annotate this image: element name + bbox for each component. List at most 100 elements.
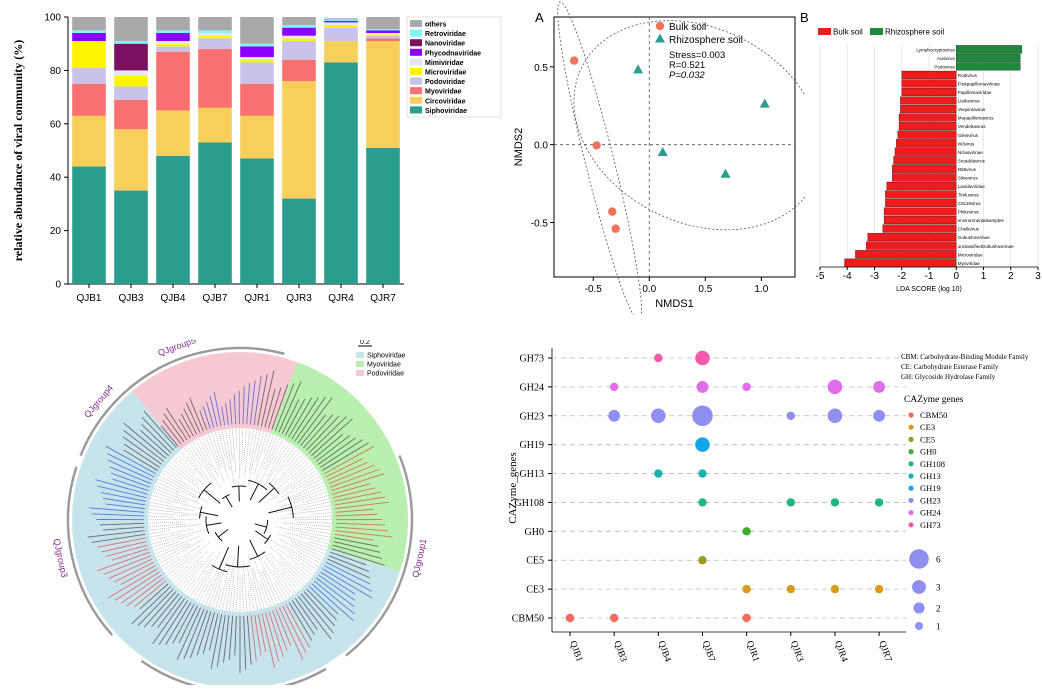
tree-leaf-branch xyxy=(281,570,299,592)
tree-leaf-branch xyxy=(158,539,204,564)
bubble-cbm50-qjb3 xyxy=(609,613,619,623)
bar-segment-microviridae-qjr1 xyxy=(240,59,274,63)
tree-leaf-branch xyxy=(225,429,235,484)
leaf-label-mark xyxy=(107,459,153,481)
bar-segment-retroviridae-qjr7 xyxy=(366,29,400,31)
tree-leaf-branch xyxy=(198,437,219,478)
bar-segment-podoviridae-qjr1 xyxy=(240,62,274,84)
legend-label-cbm50: CBM50 xyxy=(920,410,947,420)
bar-segment-others-qjb3 xyxy=(114,17,148,42)
tree-leaf-branch xyxy=(189,443,213,478)
leaf-label-mark xyxy=(335,508,374,513)
cazyme-bubble-chart: CBM50 CE3 CE5 GH0 GH108 GH13 GH19 GH23 GH24 GH73 Q… xyxy=(507,348,1029,664)
tree-inner-disc xyxy=(148,428,332,612)
leaf-label-mark xyxy=(178,605,198,644)
x-tick-label: -1 xyxy=(925,271,934,282)
legend-swatch-microviridae xyxy=(410,68,422,75)
leaf-label-mark xyxy=(333,487,376,499)
tree-leaf-branch xyxy=(302,495,329,503)
tree-internal-branch xyxy=(203,489,221,504)
bar-segment-siphoviridae-qjb7 xyxy=(198,142,232,284)
leaf-label-mark xyxy=(105,445,157,475)
leaf-label-mark xyxy=(311,583,354,621)
lda-bar-papillomaviridae xyxy=(901,87,957,96)
group-arc-qjgroup2 xyxy=(140,659,327,685)
lda-bar-label: Nclasvirinae xyxy=(958,150,983,155)
tree-leaf-branch xyxy=(198,578,212,603)
tree-leaf-branch xyxy=(148,512,190,517)
tree-leaf-branch xyxy=(259,582,269,608)
leaf-label-mark xyxy=(225,402,229,425)
tree-leaf-branch xyxy=(287,508,332,515)
leaf-label-mark xyxy=(196,611,212,656)
leaf-label-mark xyxy=(165,407,188,441)
bar-segment-myoviridae-qjr1 xyxy=(240,83,274,116)
lda-bar-label: Sreaddavirus xyxy=(958,158,986,163)
legend-label-mimiviridae: Mimiviridae xyxy=(425,60,464,67)
leaf-label-mark xyxy=(291,600,316,636)
x-axis-title: NMDS1 xyxy=(655,298,694,310)
lda-bar-podovirus xyxy=(956,62,1021,71)
leaf-label-mark xyxy=(313,433,344,459)
tree-leaf-branch xyxy=(208,571,222,607)
tree-leaf-branch xyxy=(311,512,332,515)
bar-segment-others-qjr7 xyxy=(366,17,400,30)
legend-label-bulk-soil: Bulk soil xyxy=(833,28,863,37)
leaf-label-mark xyxy=(113,561,155,583)
plot-frame xyxy=(553,16,796,278)
panel-label-a: A xyxy=(535,10,544,25)
y-tick-label: 0.5 xyxy=(534,63,548,74)
tree-leaf-branch xyxy=(235,428,237,449)
bubble-ce3-qjr1 xyxy=(742,584,751,594)
lda-bar-label: Firstpapillomavirinae xyxy=(958,82,1001,87)
bar-segment-phycodnaviridae-qjb1 xyxy=(72,33,106,42)
leaf-label-mark xyxy=(300,414,327,446)
leaf-label-mark xyxy=(143,410,177,449)
bar-segment-podoviridae-qjr3 xyxy=(282,41,316,60)
bubble-gh108-qjr7 xyxy=(874,498,884,507)
tree-leaf-branch xyxy=(228,428,233,460)
bar-segment-podoviridae-qjr7 xyxy=(366,35,400,39)
group-ellipse-bulk-soil xyxy=(557,1,643,315)
lda-bar-lymphocryptovirus xyxy=(956,45,1022,54)
x-tick-label: -3 xyxy=(870,271,879,282)
leaf-label-mark xyxy=(328,464,375,485)
leaf-label-mark xyxy=(334,533,375,541)
tree-leaf-branch xyxy=(201,436,211,455)
bar-segment-mimiviridae-qjr4 xyxy=(324,22,358,26)
leaf-label-mark xyxy=(199,410,208,431)
legend-swatch-nanoviridae xyxy=(410,39,422,47)
lda-bar-label: W3virus xyxy=(958,141,975,146)
abbreviation-note: CBM: Carbohydrate-Binding Module Family xyxy=(901,353,1029,361)
bubble-gh13-qjb7 xyxy=(698,469,707,478)
tree-leaf-branch xyxy=(157,544,191,561)
leaf-label-mark xyxy=(97,551,150,572)
tree-internal-branch xyxy=(238,485,240,502)
bubble-ce3-qjr7 xyxy=(874,584,884,594)
point-rhizosphere-soil xyxy=(633,64,644,74)
x-tick-label: 2 xyxy=(1008,271,1014,282)
tree-leaf-branch xyxy=(215,589,222,609)
x-tick-label: QJR4 xyxy=(832,640,849,664)
bubble-ce5-qjb7 xyxy=(698,556,707,565)
leaf-label-mark xyxy=(335,530,393,538)
tree-leaf-branch xyxy=(253,568,265,609)
leaf-label-mark xyxy=(253,376,262,426)
bar-segment-mimiviridae-qjr1 xyxy=(240,57,274,60)
leaf-label-mark xyxy=(242,386,245,425)
tree-leaf-branch xyxy=(150,498,171,504)
tree-leaf-branch xyxy=(277,548,314,576)
leaf-label-mark xyxy=(334,537,378,547)
bubble-gh23-qjb4 xyxy=(651,408,666,424)
bar-segment-circoviridae-qjr4 xyxy=(324,41,358,63)
leaf-label-mark xyxy=(123,422,167,459)
legend-swatch-siphoviridae xyxy=(410,106,422,114)
tree-leaf-branch xyxy=(148,530,170,535)
legend-swatch-podoviridae xyxy=(410,77,422,85)
y-tick-label: GH23 xyxy=(520,411,544,422)
x-tick-label: QJR4 xyxy=(328,293,354,304)
leaf-label-mark xyxy=(162,420,182,445)
leaf-label-mark xyxy=(313,580,355,615)
legend-label-gh19: GH19 xyxy=(920,483,941,493)
leaf-label-mark xyxy=(260,370,275,427)
